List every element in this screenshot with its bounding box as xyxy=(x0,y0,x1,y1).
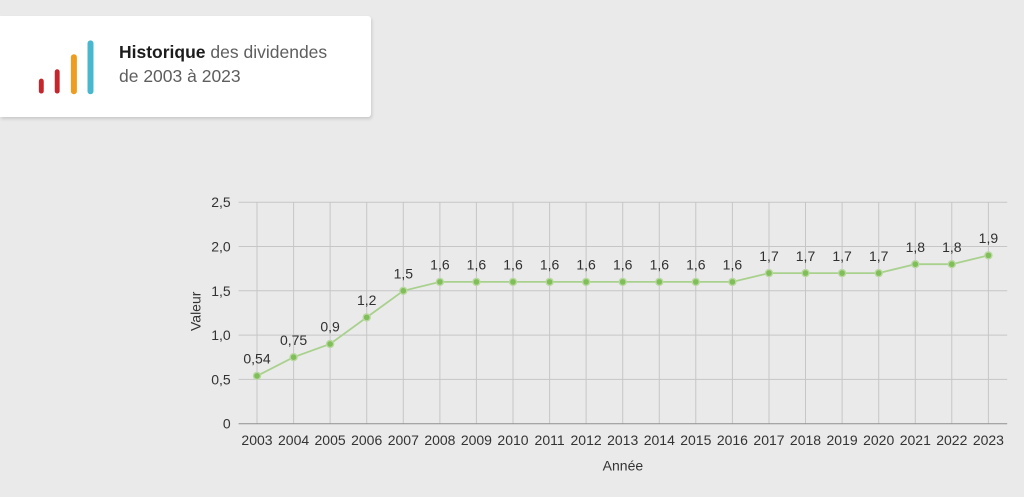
svg-text:1,6: 1,6 xyxy=(540,257,560,273)
svg-text:2005: 2005 xyxy=(315,432,346,448)
svg-text:2004: 2004 xyxy=(278,432,309,448)
svg-text:1,7: 1,7 xyxy=(796,248,816,264)
svg-text:2008: 2008 xyxy=(424,432,455,448)
svg-text:1,7: 1,7 xyxy=(869,248,889,264)
svg-text:2023: 2023 xyxy=(973,432,1004,448)
svg-text:2022: 2022 xyxy=(936,432,967,448)
svg-text:2013: 2013 xyxy=(607,432,638,448)
svg-text:2016: 2016 xyxy=(717,432,748,448)
svg-text:2014: 2014 xyxy=(644,432,675,448)
svg-text:2020: 2020 xyxy=(863,432,894,448)
svg-text:0,54: 0,54 xyxy=(243,351,270,367)
svg-text:1,2: 1,2 xyxy=(357,292,377,308)
svg-text:0,5: 0,5 xyxy=(211,371,231,387)
svg-text:2021: 2021 xyxy=(900,432,931,448)
svg-text:0: 0 xyxy=(223,416,231,432)
svg-text:2012: 2012 xyxy=(571,432,602,448)
svg-text:1,6: 1,6 xyxy=(686,257,706,273)
svg-text:1,6: 1,6 xyxy=(613,257,633,273)
svg-text:2,5: 2,5 xyxy=(211,194,231,210)
svg-text:1,7: 1,7 xyxy=(759,248,779,264)
svg-text:1,5: 1,5 xyxy=(211,283,231,299)
svg-text:2015: 2015 xyxy=(680,432,711,448)
svg-text:1,7: 1,7 xyxy=(832,248,852,264)
svg-text:0,9: 0,9 xyxy=(320,319,340,335)
svg-text:2003: 2003 xyxy=(241,432,272,448)
svg-text:1,6: 1,6 xyxy=(723,257,743,273)
svg-text:2,0: 2,0 xyxy=(211,239,231,255)
svg-text:2017: 2017 xyxy=(753,432,784,448)
svg-text:2018: 2018 xyxy=(790,432,821,448)
svg-text:Valeur: Valeur xyxy=(188,291,204,331)
svg-text:1,8: 1,8 xyxy=(906,239,926,255)
svg-text:0,75: 0,75 xyxy=(280,332,307,348)
svg-text:1,6: 1,6 xyxy=(503,257,523,273)
svg-text:2009: 2009 xyxy=(461,432,492,448)
svg-text:1,8: 1,8 xyxy=(942,239,962,255)
svg-text:2011: 2011 xyxy=(535,432,565,448)
svg-text:1,0: 1,0 xyxy=(211,327,231,343)
svg-text:2006: 2006 xyxy=(351,432,382,448)
svg-text:1,6: 1,6 xyxy=(576,257,596,273)
svg-text:2010: 2010 xyxy=(497,432,528,448)
svg-text:2007: 2007 xyxy=(388,432,419,448)
svg-text:1,6: 1,6 xyxy=(467,257,487,273)
svg-text:1,6: 1,6 xyxy=(650,257,670,273)
svg-text:1,9: 1,9 xyxy=(979,230,999,246)
svg-text:1,5: 1,5 xyxy=(394,266,414,282)
svg-text:Année: Année xyxy=(603,458,644,474)
svg-text:2019: 2019 xyxy=(827,432,858,448)
svg-text:1,6: 1,6 xyxy=(430,257,450,273)
